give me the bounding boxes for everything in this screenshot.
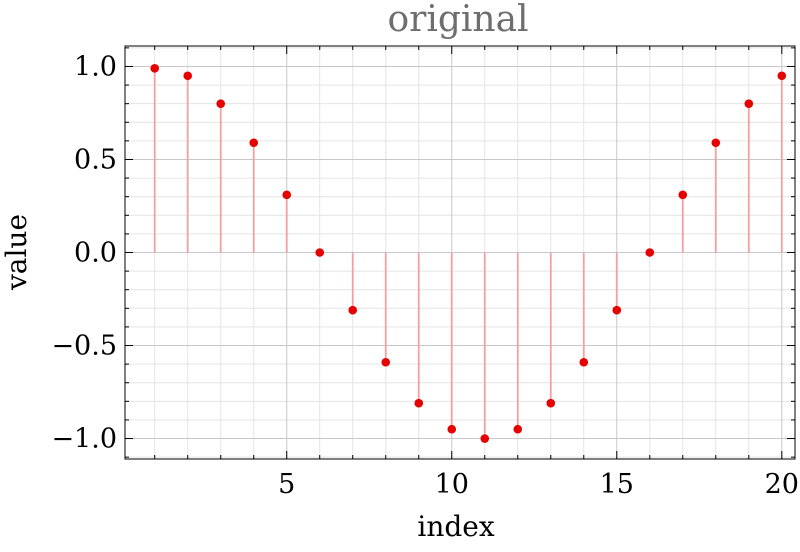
data-point: [216, 99, 226, 108]
chart-title: original: [387, 0, 528, 40]
data-points: [150, 64, 787, 443]
y-tick-labels: −1.0 −0.5 0.0 0.5 1.0: [51, 51, 117, 454]
x-tick-label: 5: [278, 469, 295, 500]
data-point: [711, 138, 721, 148]
stems: [153, 68, 783, 439]
data-point: [579, 357, 589, 367]
y-tick-label: −0.5: [51, 331, 117, 362]
data-point: [381, 357, 391, 367]
x-tick-label: 20: [765, 469, 799, 500]
y-tick-label: 0.0: [74, 238, 117, 269]
y-tick-label: −1.0: [51, 424, 117, 455]
data-point: [777, 71, 787, 81]
data-point: [645, 248, 655, 257]
data-point: [513, 424, 523, 434]
data-point: [150, 64, 160, 73]
ticks: [125, 46, 795, 459]
x-tick-label: 15: [600, 469, 634, 500]
y-tick-label: 0.5: [74, 144, 117, 175]
y-tick-label: 1.0: [74, 51, 117, 82]
x-tick-labels: 5 10 15 20: [278, 469, 799, 500]
data-point: [249, 138, 259, 148]
y-axis-label: value: [0, 214, 33, 291]
data-point: [447, 424, 457, 434]
data-point: [183, 71, 193, 81]
data-point: [612, 305, 622, 315]
data-point: [678, 190, 688, 200]
data-point: [315, 248, 325, 257]
data-point: [282, 190, 292, 200]
data-point: [414, 398, 424, 408]
data-point: [480, 434, 490, 443]
x-tick-label: 10: [435, 469, 469, 500]
data-point: [546, 398, 556, 408]
grid: [125, 46, 795, 459]
data-point: [744, 99, 754, 108]
x-axis-label: index: [417, 510, 494, 543]
data-point: [348, 305, 358, 315]
